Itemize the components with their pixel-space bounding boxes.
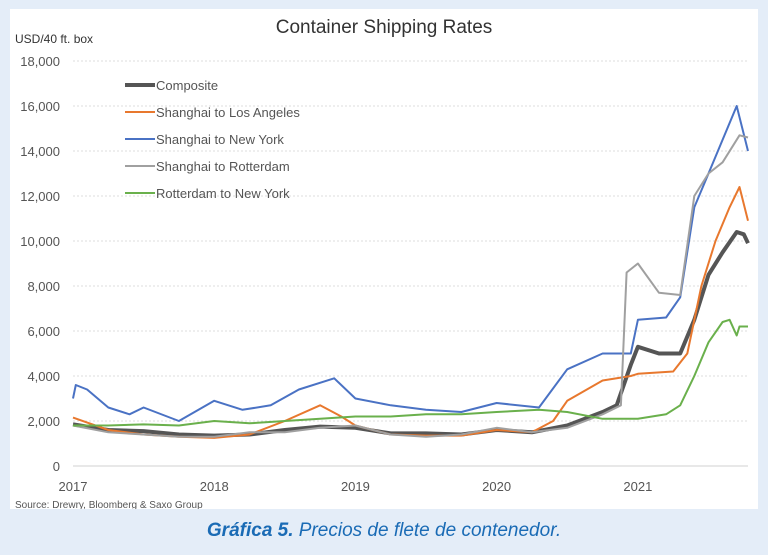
y-tick-label: 6,000 bbox=[27, 324, 60, 339]
series-line-shanghai-to-rotterdam bbox=[72, 134, 749, 438]
series-line-composite bbox=[72, 230, 750, 438]
legend-label: Shanghai to New York bbox=[156, 132, 284, 147]
legend-label: Composite bbox=[156, 78, 218, 93]
y-tick-label: 16,000 bbox=[20, 99, 60, 114]
y-tick-label: 0 bbox=[53, 459, 60, 474]
chart-title: Container Shipping Rates bbox=[276, 17, 493, 38]
x-tick-label: 2021 bbox=[623, 479, 652, 494]
y-tick-label: 12,000 bbox=[20, 189, 60, 204]
y-tick-label: 18,000 bbox=[20, 54, 60, 69]
caption-label: Gráfica 5. bbox=[206, 520, 294, 541]
chart-card: Container Shipping Rates USD/40 ft. box 0 2… bbox=[10, 9, 758, 509]
x-tick-label: 2017 bbox=[59, 479, 88, 494]
legend-label: Rotterdam to New York bbox=[156, 186, 290, 201]
series-line-rotterdam-to-new-york bbox=[73, 318, 748, 427]
caption-text: Precios de flete de contenedor. bbox=[293, 520, 562, 541]
legend-label: Shanghai to Los Angeles bbox=[156, 105, 300, 120]
line-chart: Container Shipping Rates USD/40 ft. box 0 2… bbox=[15, 17, 750, 509]
source-note: Source: Drewry, Bloomberg & Saxo Group bbox=[15, 500, 203, 509]
x-tick-label: 2018 bbox=[200, 479, 229, 494]
y-tick-label: 4,000 bbox=[27, 369, 60, 384]
y-axis-label: USD/40 ft. box bbox=[15, 32, 93, 46]
figure-caption: Gráfica 5. Precios de flete de contenedo… bbox=[0, 520, 768, 542]
legend-label: Shanghai to Rotterdam bbox=[156, 159, 290, 174]
y-tick-label: 2,000 bbox=[27, 414, 60, 429]
y-tick-label: 10,000 bbox=[20, 234, 60, 249]
y-tick-label: 14,000 bbox=[20, 144, 60, 159]
series-line-shanghai-to-los-angeles bbox=[72, 186, 749, 439]
x-tick-label: 2020 bbox=[482, 479, 511, 494]
y-tick-label: 8,000 bbox=[27, 279, 60, 294]
x-tick-label: 2019 bbox=[341, 479, 370, 494]
